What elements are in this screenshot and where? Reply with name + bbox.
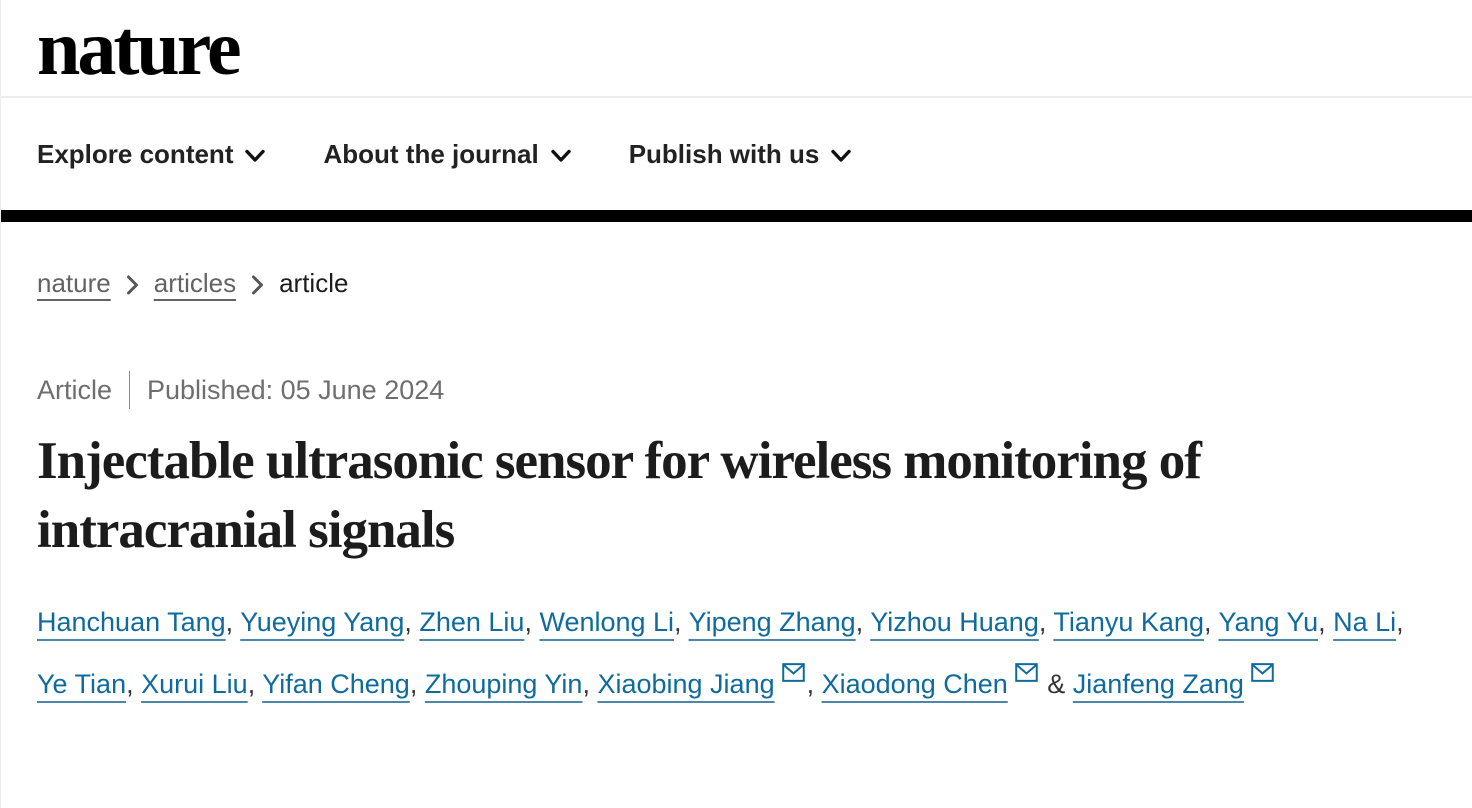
author-separator: , — [404, 606, 420, 637]
author-separator: , — [806, 669, 822, 700]
chevron-down-icon — [245, 139, 266, 170]
breadcrumb-item-nature[interactable]: nature — [37, 268, 111, 298]
author-link[interactable]: Jianfeng Zang — [1072, 669, 1244, 700]
email-envelope-icon[interactable] — [1251, 642, 1274, 705]
author-link[interactable]: Xurui Liu — [141, 669, 248, 700]
breadcrumb-item-articles[interactable]: articles — [153, 268, 237, 298]
logo-row: nature — [1, 0, 1472, 98]
author-link[interactable]: Yang Yu — [1218, 606, 1319, 637]
author-separator: , — [126, 669, 142, 700]
author-separator: , — [1203, 606, 1219, 637]
chevron-down-icon — [831, 139, 852, 170]
author-link[interactable]: Ye Tian — [37, 669, 127, 700]
author-link[interactable]: Wenlong Li — [539, 606, 675, 637]
article-type-label: Article — [37, 374, 113, 405]
author-link[interactable]: Yifan Cheng — [262, 669, 410, 700]
nav-item-explore-content[interactable]: Explore content — [37, 138, 266, 170]
meta-divider — [129, 371, 131, 409]
author-link[interactable]: Xiaobing Jiang — [597, 669, 775, 700]
author-separator: , — [1038, 606, 1054, 637]
nav-item-label: Explore content — [37, 138, 234, 169]
author-ampersand: & — [1039, 669, 1073, 700]
email-envelope-icon[interactable] — [781, 642, 805, 705]
author-link[interactable]: Yizhou Huang — [870, 606, 1039, 637]
nav-item-label: Publish with us — [628, 138, 820, 169]
nav-item-label: About the journal — [323, 138, 539, 169]
site-header: nature Explore content About the journal P… — [1, 0, 1472, 222]
main-nav: Explore content About the journal Publish … — [1, 98, 1472, 210]
author-separator: , — [674, 606, 689, 637]
chevron-right-icon — [126, 275, 139, 295]
author-separator: , — [524, 606, 540, 637]
author-link[interactable]: Yipeng Zhang — [688, 606, 856, 637]
author-separator: , — [225, 606, 241, 637]
author-list: Hanchuan Tang, Yueying Yang, Zhen Liu, W… — [37, 591, 1457, 716]
breadcrumb-item-article: article — [279, 268, 349, 298]
author-separator: , — [409, 669, 425, 700]
author-separator: , — [855, 606, 871, 637]
author-link[interactable]: Tianyu Kang — [1053, 606, 1204, 637]
author-link[interactable]: Xiaodong Chen — [821, 669, 1008, 700]
nature-logo[interactable]: nature — [37, 4, 242, 91]
article-main: nature articles article Article Published:… — [1, 268, 1472, 716]
nav-item-about-the-journal[interactable]: About the journal — [323, 138, 571, 170]
author-separator: , — [1318, 606, 1334, 637]
article-meta: Article Published: 05 June 2024 — [37, 371, 1472, 409]
author-link[interactable]: Zhouping Yin — [424, 669, 583, 700]
author-link[interactable]: Na Li — [1333, 606, 1397, 637]
header-black-bar — [1, 210, 1472, 222]
article-title: Injectable ultrasonic sensor for wireles… — [37, 432, 1202, 559]
chevron-down-icon — [550, 139, 571, 170]
author-link[interactable]: Yueying Yang — [240, 606, 405, 637]
author-separator: , — [247, 669, 263, 700]
breadcrumb: nature articles article — [37, 268, 1472, 299]
author-link[interactable]: Hanchuan Tang — [37, 606, 226, 637]
author-separator: , — [1396, 606, 1404, 637]
chevron-right-icon — [251, 275, 264, 295]
author-link[interactable]: Zhen Liu — [419, 606, 525, 637]
author-separator: , — [582, 669, 598, 700]
nav-item-publish-with-us[interactable]: Publish with us — [629, 139, 852, 170]
email-envelope-icon[interactable] — [1015, 642, 1038, 705]
published-date: Published: 05 June 2024 — [147, 374, 445, 405]
